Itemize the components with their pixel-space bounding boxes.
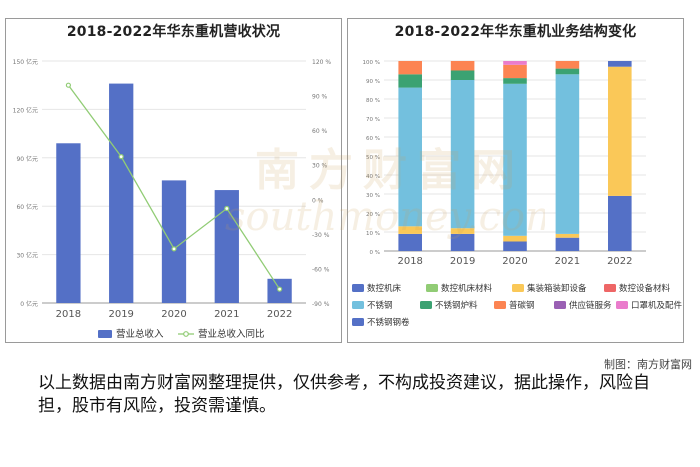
legend-swatch (420, 301, 432, 309)
revenue-chart-title: 2018-2022年华东重机营收状况 (66, 24, 281, 40)
y-left-tick-label: 90 亿元 (16, 155, 38, 163)
legend-swatch (554, 301, 566, 309)
stacked-segment (555, 237, 580, 251)
legend-swatch (512, 284, 524, 292)
disclaimer-text: 以上数据由南方财富网整理提供，仅供参考，不构成投资建议，据此操作，风险自担，股市… (38, 373, 650, 416)
stacked-segment (398, 61, 422, 75)
stacked-segment (398, 226, 422, 234)
y-left-tick-label: 60 亿元 (16, 203, 38, 211)
legend-swatch (352, 301, 364, 309)
legend-label: 不锈钢炉料 (435, 300, 478, 311)
legend-label-revenue: 营业总收入 (116, 328, 164, 340)
legend-label: 供应链服务 (569, 300, 612, 311)
legend-swatch (352, 284, 364, 292)
y-tick-label: 90 % (366, 79, 380, 85)
legend-label: 不锈钢 (367, 300, 393, 311)
legend-label: 集装箱装卸设备 (527, 283, 587, 294)
legend-marker-yoy (183, 331, 189, 337)
revenue-bar (56, 143, 81, 303)
x-tick-label: 2020 (502, 256, 527, 267)
stacked-segment (503, 83, 527, 236)
stacked-segment (398, 233, 422, 251)
credit-text: 制图：南方财富网 (604, 358, 692, 371)
legend-swatch (352, 318, 364, 326)
legend-label: 口罩机及配件 (631, 300, 683, 311)
business-structure-chart: 0 % 10 % 20 % 30 % 40 % 50 % 60 % 70 % 80 % 90 % 1… (352, 60, 683, 328)
stacked-segment (450, 70, 475, 80)
legend-label: 数控设备材料 (619, 283, 671, 294)
legend-label-yoy: 营业总收入同比 (198, 328, 265, 340)
legend-swatch-revenue (98, 330, 112, 338)
stacked-segment (503, 78, 527, 84)
y-left-tick-label: 0 亿元 (20, 300, 38, 308)
stacked-segment (503, 241, 527, 251)
legend-swatch (494, 301, 506, 309)
revenue-bar (109, 83, 134, 303)
y-tick-label: 100 % (363, 60, 380, 66)
x-tick-label: 2021 (214, 309, 239, 320)
y-left-tick-label: 120 亿元 (13, 106, 38, 114)
legend-swatch (604, 284, 616, 292)
legend-label: 普碳钢 (509, 300, 535, 311)
stacked-segment (555, 74, 580, 234)
stacked-segment (398, 87, 422, 227)
yoy-point (171, 246, 177, 252)
revenue-bar (161, 180, 187, 303)
legend-label: 不锈钢钢卷 (367, 317, 410, 328)
stacked-segment (555, 233, 580, 238)
x-tick-label: 2018 (56, 309, 81, 320)
yoy-point (118, 154, 124, 160)
legend-swatch (426, 284, 438, 292)
y-right-tick-label: 0 % (312, 197, 324, 204)
y-right-tick-label: -90 % (312, 301, 330, 308)
x-tick-label: 2020 (161, 309, 186, 320)
stacked-segment (503, 235, 527, 242)
y-tick-label: 70 % (366, 117, 380, 123)
y-tick-label: 40 % (366, 174, 380, 180)
stacked-segment (608, 66, 632, 196)
y-right-tick-label: 90 % (312, 94, 328, 101)
legend-swatch (616, 301, 628, 309)
y-right-tick-label: -60 % (312, 266, 330, 273)
stacked-segment (450, 61, 475, 71)
y-tick-label: 10 % (366, 231, 380, 237)
y-right-tick-label: -30 % (312, 232, 330, 239)
legend-label: 数控机床材料 (441, 283, 493, 294)
yoy-point (65, 82, 72, 88)
y-tick-label: 80 % (366, 98, 380, 104)
x-tick-label: 2022 (607, 256, 632, 267)
stacked-segment (555, 61, 580, 69)
stacked-segment (398, 74, 422, 88)
x-tick-label: 2019 (450, 256, 475, 267)
y-left-tick-label: 150 亿元 (13, 58, 38, 66)
y-right-tick-label: 30 % (312, 163, 328, 170)
stacked-segment (450, 228, 475, 234)
stacked-segment (503, 61, 527, 65)
revenue-chart-panel: 2018-2022年华东重机营收状况 0 亿元 30 亿元 60 亿元 90 亿元 12… (5, 18, 342, 343)
business-structure-panel: 2018-2022年华东重机业务结构变化 0 % 10 % 20 % 30 % 40 %… (347, 18, 684, 343)
y-right-tick-label: 120 % (312, 59, 331, 66)
y-tick-label: 60 % (366, 136, 380, 142)
yoy-point (224, 205, 230, 212)
y-tick-label: 50 % (366, 155, 380, 161)
x-tick-label: 2022 (267, 309, 292, 320)
x-tick-label: 2021 (555, 256, 580, 267)
legend-label: 数控机床 (367, 283, 402, 294)
stacked-segment (608, 61, 632, 67)
stacked-segment (450, 233, 475, 251)
y-left-tick-label: 30 亿元 (16, 252, 38, 260)
stacked-segment (555, 68, 580, 75)
revenue-chart: 0 亿元 30 亿元 60 亿元 90 亿元 120 亿元 150 亿元 -90 % -60 … (13, 58, 332, 340)
x-tick-label: 2019 (108, 309, 133, 320)
business-structure-title: 2018-2022年华东重机业务结构变化 (394, 24, 637, 40)
stacked-segment (503, 64, 527, 79)
yoy-point (277, 286, 283, 292)
y-tick-label: 30 % (366, 193, 380, 199)
y-tick-label: 20 % (366, 212, 380, 218)
stacked-segment (608, 195, 632, 251)
stacked-segment (450, 80, 475, 229)
x-tick-label: 2018 (397, 256, 422, 267)
y-tick-label: 0 % (370, 250, 380, 256)
y-right-tick-label: 60 % (312, 128, 328, 135)
